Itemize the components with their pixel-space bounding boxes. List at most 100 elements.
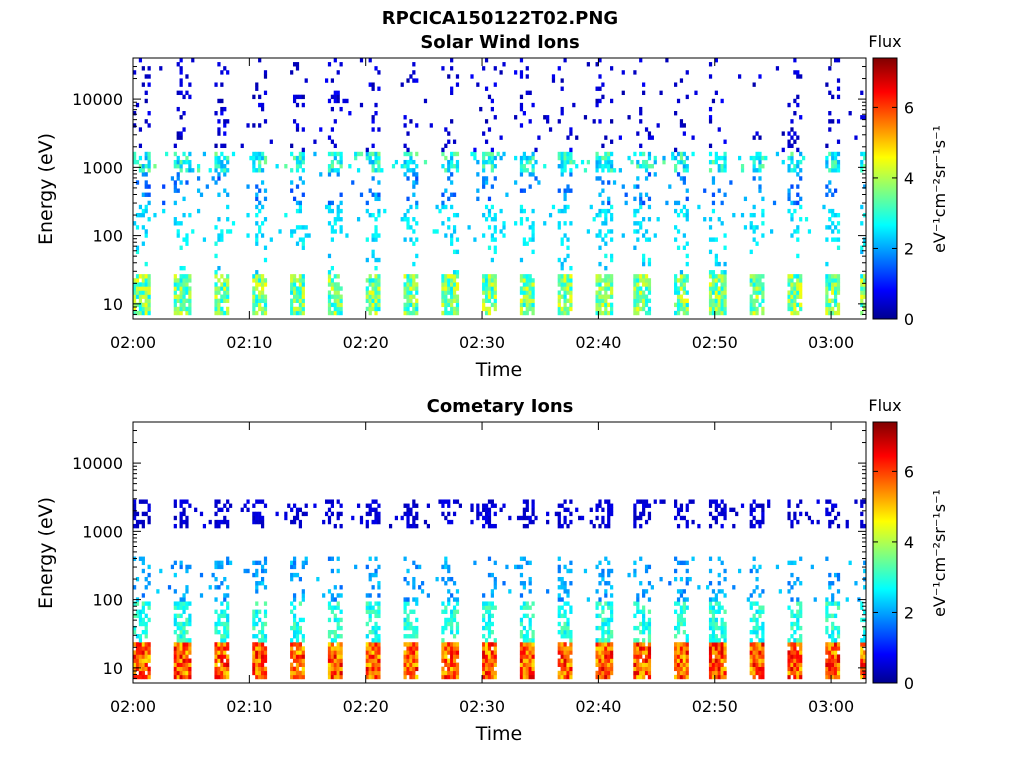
spectrogram-cell <box>519 662 524 667</box>
spectrogram-cell <box>790 212 794 218</box>
spectrogram-cell <box>598 503 602 508</box>
spectrogram-cell <box>714 58 718 63</box>
spectrogram-cell <box>226 306 230 312</box>
spectrogram-cell <box>487 515 492 521</box>
spectrogram-cell <box>796 159 800 165</box>
spectrogram-cell <box>153 164 157 169</box>
spectrogram-cell <box>604 556 608 561</box>
spectrogram-cell <box>255 515 259 521</box>
spectrogram-cell <box>371 666 375 672</box>
spectrogram-cell <box>403 143 407 149</box>
spectrogram-cell <box>258 670 262 676</box>
spectrogram-cell <box>557 306 561 312</box>
spectrogram-cell <box>799 638 803 643</box>
spectrogram-cell <box>863 662 867 667</box>
spectrogram-cell <box>525 601 529 606</box>
spectrogram-cell <box>447 646 451 651</box>
spectrogram-cell <box>790 646 794 651</box>
spectrogram-cell <box>860 168 864 173</box>
spectrogram-cell <box>708 511 713 517</box>
spectrogram-cell <box>263 159 268 165</box>
spectrogram-cell <box>790 310 794 316</box>
spectrogram-cell <box>674 646 678 651</box>
spectrogram-cell <box>240 143 244 149</box>
spectrogram-cell <box>557 650 561 655</box>
spectrogram-cell <box>604 217 608 222</box>
spectrogram-cell <box>752 306 756 312</box>
spectrogram-cell <box>220 294 224 299</box>
spectrogram-cell <box>138 609 143 614</box>
spectrogram-cell <box>327 654 332 659</box>
spectrogram-cell <box>528 274 532 279</box>
spectrogram-cell <box>255 155 259 161</box>
spectrogram-cell <box>447 674 451 680</box>
spectrogram-cell <box>674 164 678 169</box>
spectrogram-cell <box>828 646 832 651</box>
spectrogram-cell <box>444 274 448 279</box>
spectrogram-cell <box>336 658 340 663</box>
spectrogram-cell <box>412 217 416 222</box>
spectrogram-cell <box>563 188 567 193</box>
spectrogram-cell <box>243 503 247 508</box>
spectrogram-cell <box>330 658 334 663</box>
spectrogram-cell <box>560 111 564 116</box>
spectrogram-cell <box>665 58 669 63</box>
spectrogram-cell <box>647 196 652 202</box>
spectrogram-cell <box>365 666 369 672</box>
spectrogram-cell <box>377 298 381 303</box>
spectrogram-cell <box>493 212 497 218</box>
spectrogram-cell <box>403 650 407 655</box>
spectrogram-cell <box>336 217 340 222</box>
spectrogram-cell <box>836 78 841 83</box>
spectrogram-cell <box>604 306 608 312</box>
spectrogram-cell <box>182 654 186 659</box>
spectrogram-cell <box>711 613 716 619</box>
spectrogram-cell <box>793 654 797 659</box>
spectrogram-cell <box>298 302 303 308</box>
spectrogram-cell <box>682 151 686 157</box>
spectrogram-cell <box>860 298 864 303</box>
spectrogram-cell <box>260 168 265 173</box>
spectrogram-cell <box>179 310 183 316</box>
spectrogram-cell <box>598 601 602 606</box>
spectrogram-cell <box>415 172 419 177</box>
spectrogram-cell <box>365 290 369 295</box>
spectrogram-cell <box>647 511 652 517</box>
spectrogram-cell <box>420 589 425 594</box>
spectrogram-cell <box>409 523 413 529</box>
spectrogram-cell <box>484 86 489 91</box>
spectrogram-cell <box>252 621 256 627</box>
spectrogram-cell <box>723 658 727 663</box>
spectrogram-cell <box>226 654 230 659</box>
spectrogram-cell <box>749 212 753 218</box>
spectrogram-cell <box>412 78 416 83</box>
spectrogram-cell <box>595 306 599 312</box>
spectrogram-cell <box>452 306 457 312</box>
spectrogram-cell <box>525 507 529 513</box>
spectrogram-cell <box>676 625 681 631</box>
spectrogram-cell <box>825 597 829 602</box>
spectrogram-cell <box>144 274 148 279</box>
spectrogram-cell <box>176 164 180 169</box>
spectrogram-cell <box>569 674 573 680</box>
spectrogram-cell <box>566 589 570 594</box>
spectrogram-cell <box>799 282 803 287</box>
spectrogram-cell <box>133 286 137 291</box>
spectrogram-cell <box>179 90 183 96</box>
spectrogram-cell <box>188 564 192 570</box>
spectrogram-cell <box>147 519 151 525</box>
spectrogram-cell <box>560 634 564 639</box>
spectrogram-cell <box>796 597 800 602</box>
spectrogram-cell <box>304 556 308 561</box>
spectrogram-cell <box>406 225 410 230</box>
spectrogram-cell <box>217 658 221 663</box>
spectrogram-cell <box>214 650 218 655</box>
spectrogram-cell <box>642 658 646 663</box>
spectrogram-cell <box>607 282 611 287</box>
spectrogram-cell <box>598 310 602 316</box>
spectrogram-cell <box>406 278 410 283</box>
spectrogram-cell <box>217 654 221 659</box>
spectrogram-cell <box>333 151 337 157</box>
spectrogram-cell <box>531 674 535 680</box>
spectrogram-cell <box>671 155 675 161</box>
